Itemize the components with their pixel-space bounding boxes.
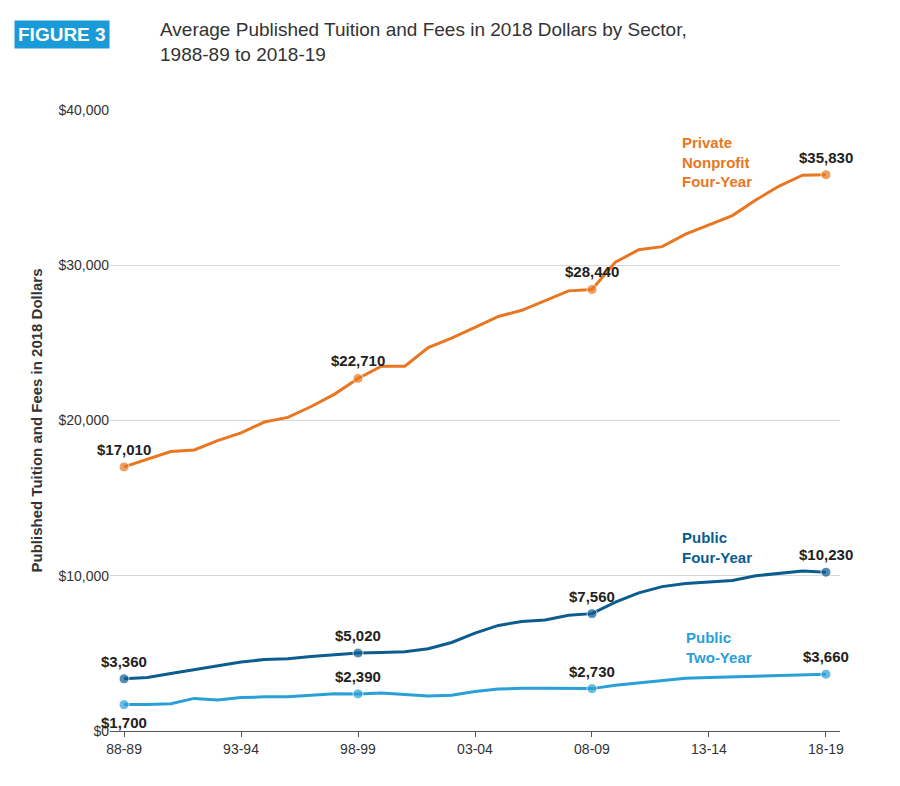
svg-text:FIGURE 3: FIGURE 3	[18, 24, 106, 45]
svg-text:Average Published Tuition and: Average Published Tuition and Fees in 20…	[160, 19, 687, 65]
svg-text:88-89: 88-89	[106, 741, 142, 757]
svg-text:$17,010: $17,010	[97, 441, 151, 458]
svg-text:$5,020: $5,020	[335, 627, 381, 644]
svg-text:18-19: 18-19	[808, 741, 844, 757]
svg-text:$28,440: $28,440	[565, 263, 619, 280]
svg-text:93-94: 93-94	[223, 741, 259, 757]
svg-text:PrivateNonprofitFour-Year: PrivateNonprofitFour-Year	[682, 134, 752, 190]
svg-text:$10,000: $10,000	[58, 568, 109, 584]
svg-text:03-04: 03-04	[457, 741, 493, 757]
svg-text:08-09: 08-09	[574, 741, 610, 757]
svg-text:$2,390: $2,390	[335, 668, 381, 685]
svg-text:$10,230: $10,230	[799, 546, 853, 563]
svg-text:$22,710: $22,710	[331, 352, 385, 369]
svg-text:$40,000: $40,000	[58, 102, 109, 118]
svg-text:Published Tuition and Fees in: Published Tuition and Fees in 2018 Dolla…	[28, 269, 45, 573]
svg-text:$20,000: $20,000	[58, 412, 109, 428]
svg-text:98-99: 98-99	[340, 741, 376, 757]
svg-text:$0: $0	[93, 723, 109, 739]
svg-text:13-14: 13-14	[691, 741, 727, 757]
svg-text:$1,700: $1,700	[101, 714, 147, 731]
svg-text:$30,000: $30,000	[58, 257, 109, 273]
svg-text:$3,660: $3,660	[803, 648, 849, 665]
svg-text:PublicFour-Year: PublicFour-Year	[682, 529, 752, 566]
svg-text:$35,830: $35,830	[799, 149, 853, 166]
svg-text:$3,360: $3,360	[101, 653, 147, 670]
svg-text:$7,560: $7,560	[569, 588, 615, 605]
svg-text:$2,730: $2,730	[569, 663, 615, 680]
svg-text:PublicTwo-Year: PublicTwo-Year	[686, 629, 752, 666]
